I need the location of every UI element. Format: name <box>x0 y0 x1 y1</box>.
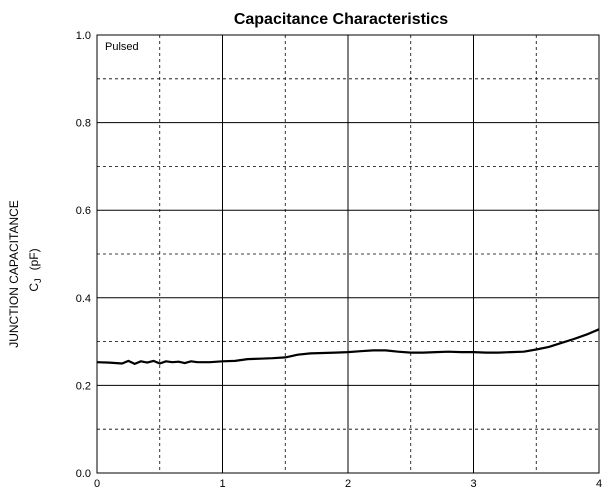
y-tick-label: 0.2 <box>76 380 91 392</box>
y-tick-label: 0.0 <box>76 468 91 480</box>
y-axis-label-line2: CJ (pF) <box>27 248 43 291</box>
x-tick-label: 1 <box>219 478 225 490</box>
y-axis-label: JUNCTION CAPACITANCE CJ (pF) <box>7 200 43 348</box>
minor-grid <box>97 35 599 473</box>
x-tick-label: 2 <box>345 478 351 490</box>
y-axis-label-subscript: J <box>33 278 43 283</box>
y-tick-label: 0.6 <box>76 205 91 217</box>
y-tick-label: 0.8 <box>76 118 91 130</box>
chart-title: Capacitance Characteristics <box>234 11 448 28</box>
x-tick-label: 4 <box>596 478 602 490</box>
major-grid <box>97 35 599 473</box>
plot-frame <box>96 34 600 474</box>
y-tick-label: 1.0 <box>76 30 91 42</box>
y-axis-label-line1: JUNCTION CAPACITANCE <box>7 200 21 348</box>
pulsed-annotation: Pulsed <box>105 41 139 53</box>
x-tick-label: 3 <box>470 478 476 490</box>
x-tick-label: 0 <box>94 478 100 490</box>
y-axis-label-symbol: C <box>27 283 41 292</box>
y-tick-label: 0.4 <box>76 293 91 305</box>
y-tick-labels: 0.0 0.2 0.4 0.6 0.8 1.0 <box>76 30 91 480</box>
capacitance-series-line <box>96 328 600 365</box>
y-axis-label-unit: (pF) <box>27 248 41 270</box>
x-tick-labels: 0 1 2 3 4 <box>94 478 602 490</box>
